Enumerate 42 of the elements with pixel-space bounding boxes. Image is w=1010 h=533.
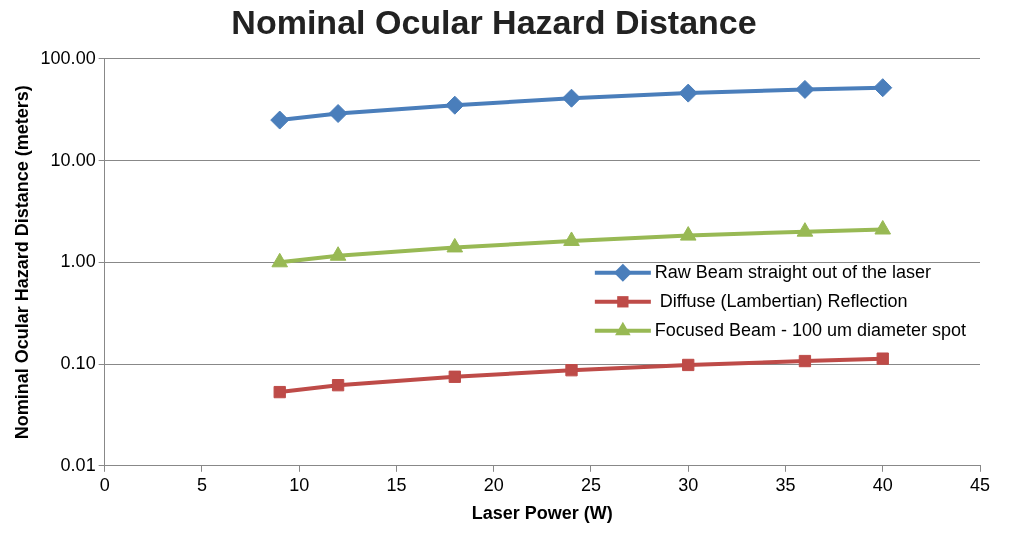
point: [563, 231, 580, 246]
point: [448, 370, 461, 383]
point: [562, 88, 582, 108]
point: [565, 364, 578, 377]
point: [445, 95, 465, 115]
point: [796, 222, 814, 237]
point: [446, 237, 464, 253]
y-tick-label: 0.01: [60, 454, 96, 475]
x-tick-label: 0: [99, 474, 110, 495]
point: [876, 352, 889, 365]
point: [873, 78, 893, 98]
y-tick-label: 0.10: [60, 353, 96, 374]
legend-label: Focused Beam - 100 um diameter spot: [654, 319, 967, 340]
point: [273, 385, 286, 399]
point: [328, 104, 348, 123]
y-tick-label: 100.00: [40, 47, 96, 68]
point: [874, 220, 892, 235]
point: [271, 252, 289, 268]
x-tick-label: 15: [386, 474, 407, 495]
y-tick-label: 10.00: [50, 149, 96, 170]
y-axis-title: Nominal Ocular Hazard Distance (meters): [11, 85, 32, 440]
x-axis-title: Laser Power (W): [471, 503, 613, 524]
x-tick-label: 45: [969, 474, 991, 495]
point: [329, 246, 347, 261]
x-tick-label: 30: [678, 474, 699, 495]
legend-label: Raw Beam straight out of the laser: [654, 261, 931, 282]
legend-label: Diffuse (Lambertian) Reflection: [654, 290, 908, 311]
point: [795, 79, 815, 99]
point: [678, 83, 698, 103]
point: [270, 110, 290, 130]
x-tick-label: 20: [483, 474, 504, 495]
x-tick-label: 35: [775, 474, 796, 495]
chart-title: Nominal Ocular Hazard Distance: [231, 2, 757, 41]
y-tick-label: 1.00: [60, 251, 96, 272]
point: [798, 354, 812, 368]
x-tick-label: 10: [289, 474, 310, 495]
point: [682, 358, 695, 372]
x-tick-label: 5: [196, 474, 207, 495]
point: [331, 379, 345, 392]
x-tick-label: 25: [580, 474, 601, 495]
point: [679, 226, 697, 241]
x-tick-label: 40: [872, 474, 893, 495]
